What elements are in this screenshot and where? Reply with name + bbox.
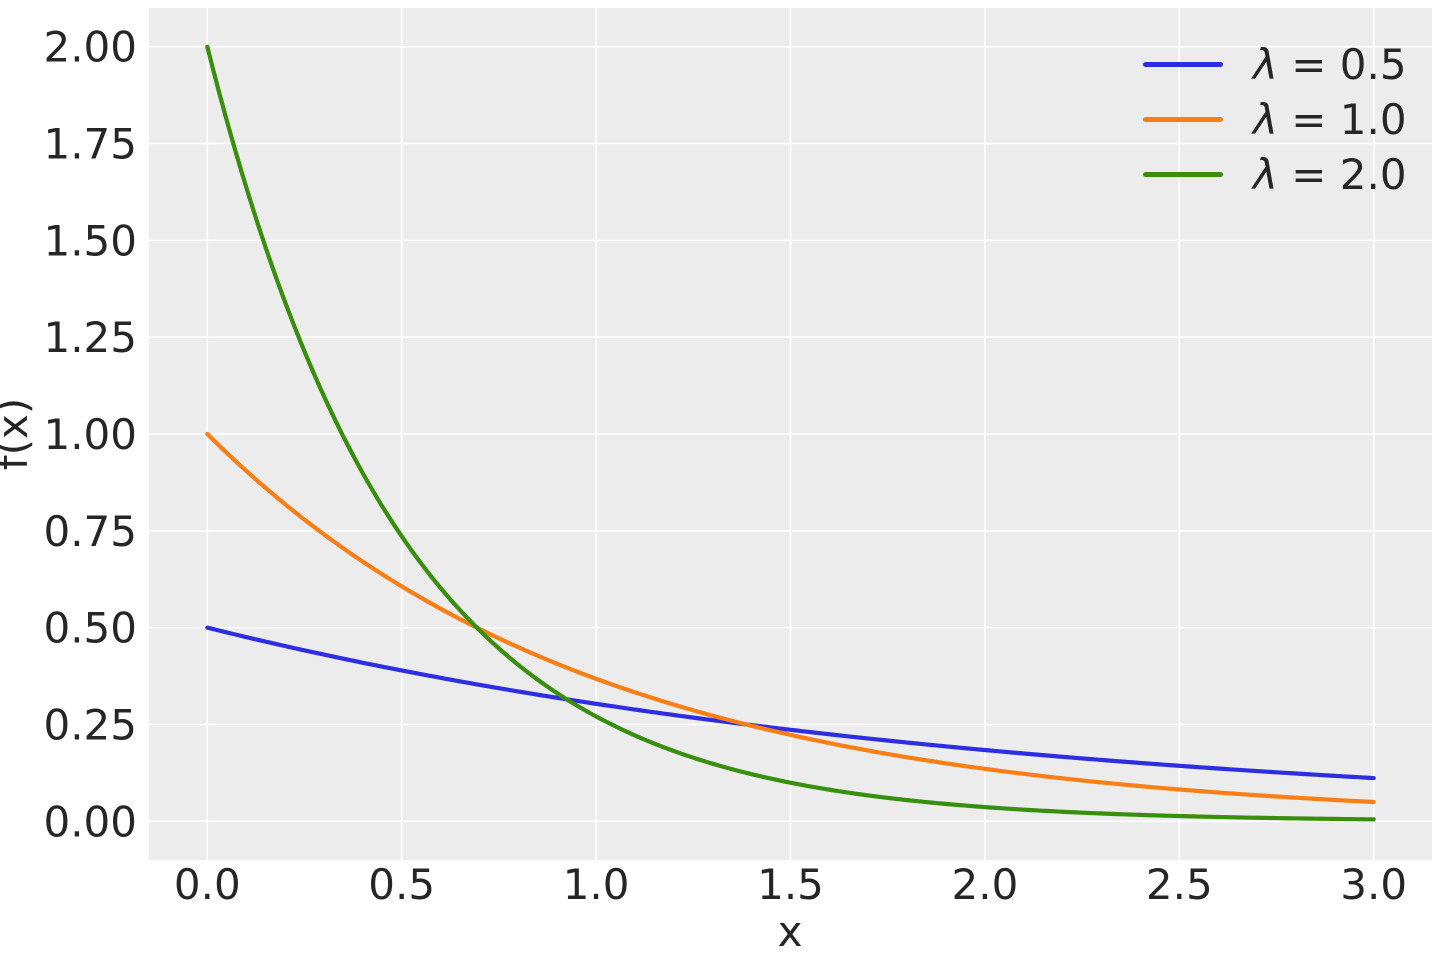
x-tick-label: 0.0	[174, 860, 241, 909]
legend-label: λ = 2.0	[1253, 153, 1407, 196]
legend-line-swatch-orange	[1143, 117, 1223, 122]
legend-item-lambda-0.5: λ = 0.5	[1143, 37, 1407, 92]
legend-label-value: = 0.5	[1277, 39, 1407, 89]
y-tick-label: 1.75	[43, 120, 137, 169]
x-tick-label: 2.0	[952, 860, 1019, 909]
tick-label-layer: 0.0 0.5 1.0 1.5 2.0 2.5 3.0 0.00 0.25 0.50 0.75 1.0…	[43, 23, 1407, 909]
curve-lambda-1	[205, 431, 1376, 805]
y-tick-label: 0.00	[43, 797, 137, 846]
y-tick-label: 0.25	[43, 701, 137, 750]
x-tick-label: 1.0	[563, 860, 630, 909]
y-tick-label: 1.25	[43, 313, 137, 362]
y-axis-label: f(x)	[0, 398, 37, 470]
x-axis-label: x	[778, 907, 803, 956]
legend-line-swatch-blue	[1143, 62, 1223, 67]
grid-layer	[149, 8, 1432, 860]
legend-label: λ = 1.0	[1253, 98, 1407, 141]
x-tick-label: 1.5	[757, 860, 824, 909]
legend-label-value: = 2.0	[1277, 149, 1407, 199]
curve-lambda-0.5	[205, 625, 1376, 781]
legend-label-value: = 1.0	[1277, 94, 1407, 144]
curve-lambda-2	[205, 44, 1376, 822]
y-tick-label: 1.50	[43, 216, 137, 265]
x-tick-label: 0.5	[368, 860, 435, 909]
x-tick-label: 2.5	[1146, 860, 1213, 909]
legend-label: λ = 0.5	[1253, 43, 1407, 86]
y-tick-label: 0.50	[43, 604, 137, 653]
legend-line-swatch-green	[1143, 172, 1223, 177]
y-tick-label: 2.00	[43, 23, 137, 72]
x-tick-label: 3.0	[1340, 860, 1407, 909]
legend-item-lambda-2.0: λ = 2.0	[1143, 147, 1407, 202]
y-tick-label: 1.00	[43, 410, 137, 459]
y-tick-label: 0.75	[43, 507, 137, 556]
legend-item-lambda-1.0: λ = 1.0	[1143, 92, 1407, 147]
legend: λ = 0.5 λ = 1.0 λ = 2.0	[1143, 37, 1407, 202]
curve-layer	[205, 44, 1376, 822]
lambda-symbol: λ	[1253, 39, 1278, 89]
lambda-symbol: λ	[1253, 94, 1278, 144]
lambda-symbol: λ	[1253, 149, 1278, 199]
